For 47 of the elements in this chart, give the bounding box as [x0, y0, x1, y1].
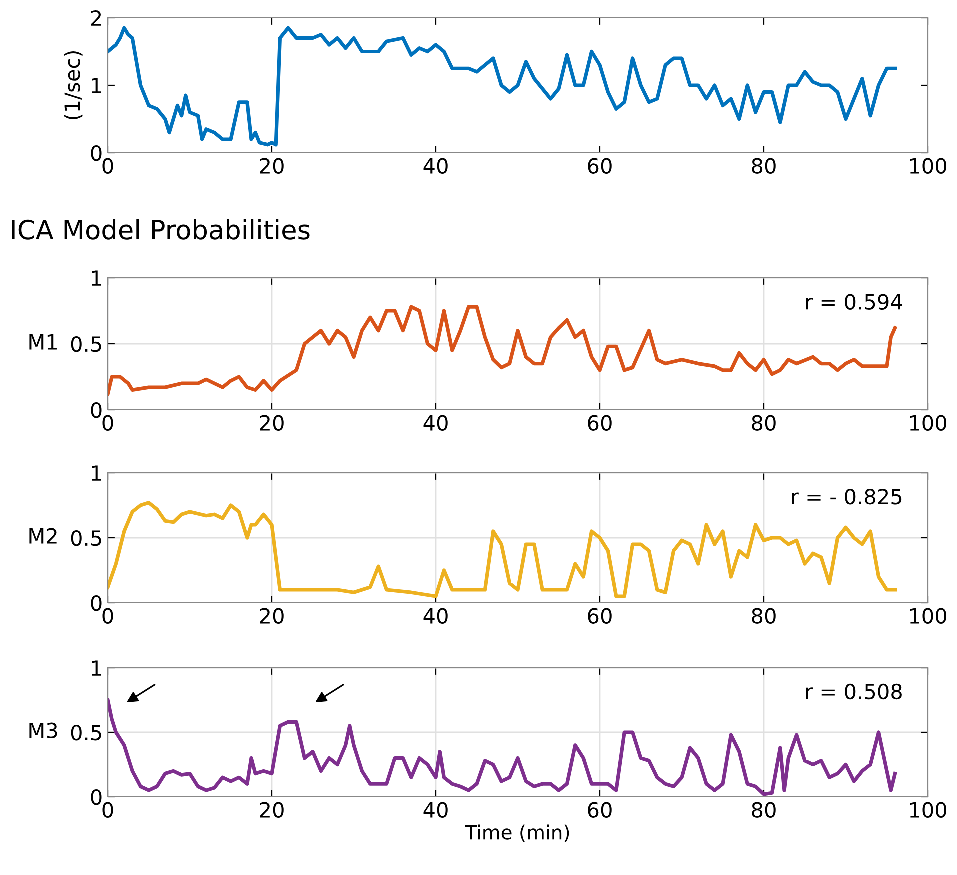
y-tick-label: 1 [92, 466, 102, 481]
y-axis-title: M1 [30, 334, 57, 350]
y-tick-label: 1 [92, 270, 102, 286]
y-tick-label: 2 [91, 10, 102, 26]
x-tick-label: 40 [424, 802, 448, 818]
x-tick-label: 0 [102, 415, 114, 431]
x-tick-label: 20 [260, 802, 284, 818]
x-tick-label: 20 [260, 608, 284, 624]
x-tick-label: 100 [910, 608, 946, 624]
x-tick-label: 0 [102, 158, 114, 174]
annotation: r = - 0.825 [792, 488, 902, 505]
y-tick-label: 0 [91, 595, 102, 612]
y-tick-label: 0 [91, 789, 102, 806]
x-tick-label: 100 [910, 158, 946, 174]
y-tick-label: 0.5 [71, 530, 102, 546]
x-tick-label: 0 [102, 802, 114, 818]
x-tick-label: 20 [260, 158, 284, 174]
x-tick-label: 80 [752, 802, 776, 818]
line-series [108, 698, 898, 796]
x-tick-label: 40 [424, 415, 448, 431]
x-tick-label: 20 [260, 415, 284, 431]
y-axis-title: M2 [30, 528, 57, 544]
y-tick-label: 0.5 [71, 336, 102, 352]
annotation: r = 0.508 [806, 684, 902, 700]
x-tick-label: 60 [588, 608, 612, 624]
y-axis-title: M3 [30, 722, 58, 739]
x-tick-label: 80 [752, 158, 776, 174]
annotation: r = 0.594 [806, 294, 902, 310]
x-tick-label: 80 [752, 415, 776, 431]
x-tick-label: 60 [588, 802, 612, 818]
y-tick-label: 1 [92, 78, 102, 94]
y-axis-title: (1/sec) [64, 51, 83, 120]
y-tick-label: 0 [91, 145, 102, 162]
x-tick-label: 100 [910, 802, 946, 818]
x-tick-label: 60 [588, 415, 612, 431]
x-tick-label: 80 [752, 608, 776, 624]
chart-title: ICA Model Probabilities [12, 219, 310, 240]
x-tick-label: 40 [424, 608, 448, 624]
x-tick-label: 40 [424, 158, 448, 174]
x-axis-title: Time (min) [465, 824, 570, 842]
x-tick-label: 0 [102, 608, 114, 624]
y-tick-label: 0.5 [71, 724, 102, 741]
line-series [108, 26, 898, 147]
y-tick-label: 0 [91, 402, 102, 418]
y-tick-label: 1 [92, 660, 102, 676]
x-tick-label: 100 [910, 415, 946, 431]
x-tick-label: 60 [588, 158, 612, 174]
